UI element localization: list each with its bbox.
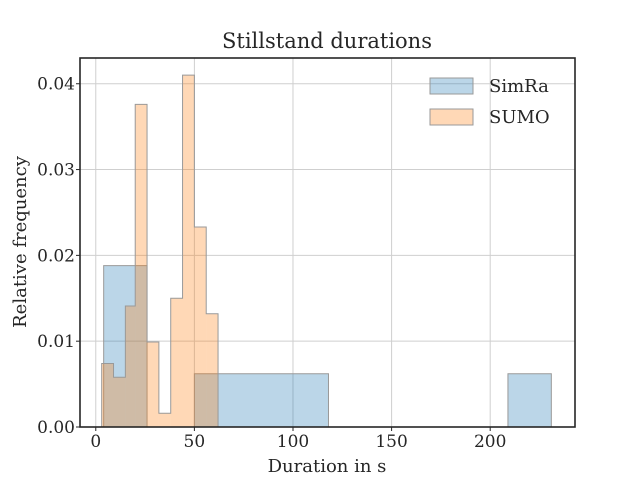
chart-title: Stillstand durations bbox=[222, 29, 432, 53]
histogram-bar bbox=[507, 373, 552, 427]
axis-ticks: 0 50 100 150 200 0.00 0.01 0.02 0.03 0.04 bbox=[37, 75, 506, 452]
y-tick-label: 0.04 bbox=[37, 75, 75, 95]
y-tick-label: 0.00 bbox=[37, 418, 75, 438]
histogram-bars bbox=[101, 74, 552, 428]
histogram-bar bbox=[147, 342, 159, 427]
histogram-bar bbox=[125, 306, 136, 427]
series-sumo-bars bbox=[101, 74, 219, 428]
x-tick-label: 150 bbox=[375, 432, 407, 452]
x-tick-label: 100 bbox=[277, 432, 309, 452]
histogram-bar bbox=[101, 363, 114, 427]
histogram-bar bbox=[194, 373, 329, 427]
y-tick-label: 0.03 bbox=[37, 161, 75, 181]
legend-swatch-simra bbox=[429, 77, 474, 95]
x-tick-label: 0 bbox=[90, 432, 101, 452]
x-tick-label: 50 bbox=[184, 432, 206, 452]
legend-label-simra: SimRa bbox=[489, 76, 549, 97]
histogram-bar bbox=[158, 413, 171, 427]
histogram-bar bbox=[135, 104, 148, 427]
series-outline bbox=[103, 265, 552, 428]
histogram-bar bbox=[113, 377, 126, 427]
legend-label-sumo: SUMO bbox=[489, 107, 550, 128]
histogram-bar bbox=[206, 313, 219, 427]
y-axis-label: Relative frequency bbox=[10, 155, 31, 328]
x-axis-label: Duration in s bbox=[268, 456, 387, 477]
histogram-bar bbox=[182, 75, 195, 428]
legend: SimRa SUMO bbox=[429, 76, 550, 128]
y-tick-label: 0.02 bbox=[37, 246, 75, 266]
series-outline bbox=[101, 74, 219, 427]
y-tick-label: 0.01 bbox=[37, 332, 75, 352]
histogram-bar bbox=[194, 227, 207, 427]
x-tick-label: 200 bbox=[474, 432, 506, 452]
series-simra-bars bbox=[103, 265, 552, 428]
plot-frame bbox=[79, 57, 576, 428]
legend-swatch-sumo bbox=[429, 108, 474, 126]
histogram-bar bbox=[170, 298, 183, 427]
